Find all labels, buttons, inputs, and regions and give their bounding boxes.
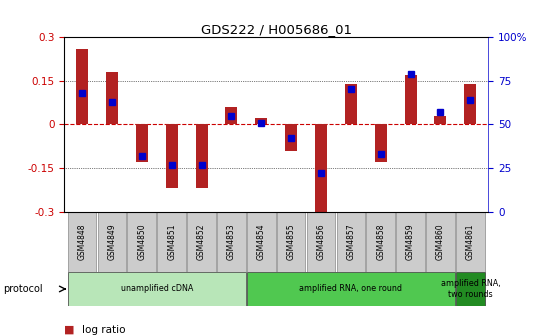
Text: GSM4856: GSM4856 (316, 223, 325, 260)
Bar (396, 212, 425, 272)
Bar (76, 49, 88, 124)
Bar (166, 124, 177, 188)
Text: GSM4848: GSM4848 (78, 224, 86, 260)
Bar (375, 124, 387, 162)
Text: GSM4859: GSM4859 (406, 223, 415, 260)
Bar (315, 124, 327, 212)
Text: GSM4854: GSM4854 (257, 223, 266, 260)
Text: log ratio: log ratio (82, 325, 126, 335)
Bar (464, 84, 477, 124)
Bar (405, 75, 417, 124)
Text: GSM4855: GSM4855 (287, 223, 296, 260)
Bar (336, 212, 365, 272)
Bar (136, 124, 148, 162)
Text: GSM4857: GSM4857 (347, 223, 355, 260)
Text: protocol: protocol (3, 284, 42, 294)
Bar (157, 212, 186, 272)
Bar (456, 212, 485, 272)
Text: GSM4860: GSM4860 (436, 223, 445, 260)
Bar (127, 212, 156, 272)
Title: GDS222 / H005686_01: GDS222 / H005686_01 (201, 23, 352, 36)
Bar (106, 72, 118, 124)
Bar (68, 212, 97, 272)
Text: ■: ■ (64, 325, 75, 335)
Bar (426, 212, 455, 272)
Bar (247, 212, 276, 272)
Text: GSM4861: GSM4861 (466, 224, 475, 260)
Text: amplified RNA,
two rounds: amplified RNA, two rounds (440, 279, 500, 299)
Bar (68, 272, 246, 306)
Bar (187, 212, 216, 272)
Bar (225, 107, 237, 124)
Text: GSM4852: GSM4852 (197, 224, 206, 260)
Bar (307, 212, 335, 272)
Bar (98, 212, 126, 272)
Text: GSM4853: GSM4853 (227, 223, 236, 260)
Text: amplified RNA, one round: amplified RNA, one round (300, 285, 402, 293)
Text: GSM4858: GSM4858 (376, 224, 385, 260)
Text: GSM4851: GSM4851 (167, 224, 176, 260)
Bar (256, 119, 267, 124)
Bar (345, 84, 357, 124)
Bar (285, 124, 297, 151)
Bar (195, 124, 208, 188)
Text: GSM4849: GSM4849 (108, 223, 117, 260)
Bar (456, 272, 485, 306)
Text: unamplified cDNA: unamplified cDNA (121, 285, 193, 293)
Bar (277, 212, 305, 272)
Bar (217, 212, 246, 272)
Text: GSM4850: GSM4850 (137, 223, 146, 260)
Bar (247, 272, 455, 306)
Bar (435, 116, 446, 124)
Bar (367, 212, 395, 272)
